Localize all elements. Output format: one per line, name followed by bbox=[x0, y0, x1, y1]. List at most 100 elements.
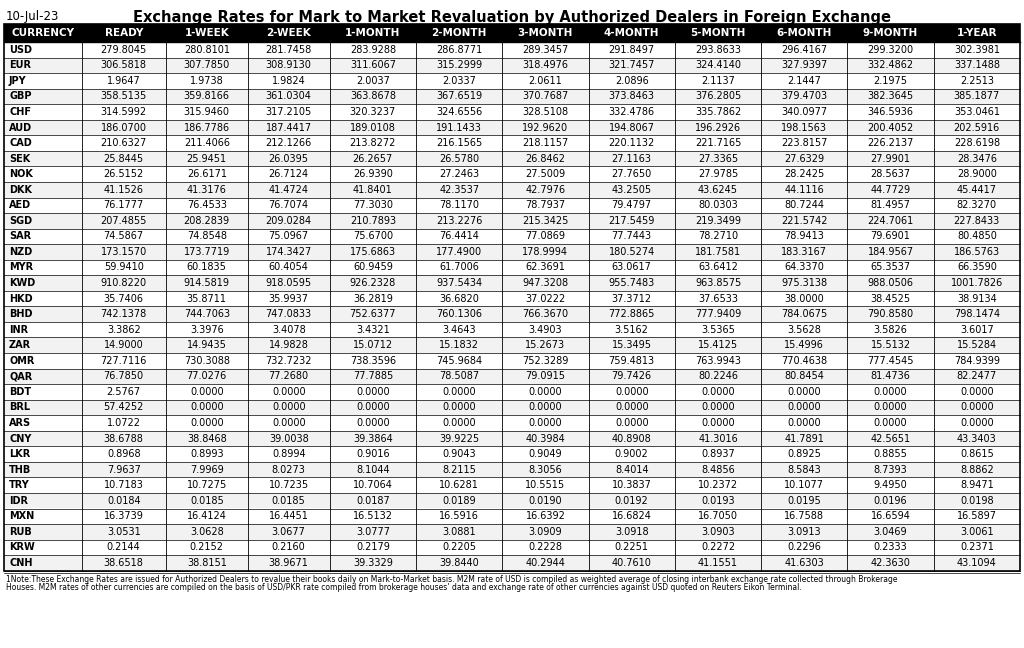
Text: 1.9738: 1.9738 bbox=[189, 76, 223, 86]
Text: 210.7893: 210.7893 bbox=[350, 216, 396, 226]
Bar bbox=[82, 353, 166, 369]
Bar bbox=[166, 73, 248, 89]
Bar bbox=[416, 524, 503, 540]
Bar bbox=[4, 244, 82, 260]
Text: 63.6412: 63.6412 bbox=[698, 262, 738, 272]
Text: 80.0303: 80.0303 bbox=[698, 200, 738, 210]
Bar bbox=[761, 338, 848, 353]
Text: 0.8615: 0.8615 bbox=[959, 449, 993, 459]
Bar bbox=[503, 24, 589, 42]
Text: 213.8272: 213.8272 bbox=[349, 138, 396, 148]
Bar bbox=[416, 322, 503, 338]
Text: 77.7885: 77.7885 bbox=[352, 371, 393, 381]
Text: 0.0189: 0.0189 bbox=[442, 496, 476, 505]
Bar bbox=[675, 229, 761, 244]
Bar bbox=[589, 151, 675, 167]
Text: 219.3499: 219.3499 bbox=[695, 216, 741, 226]
Bar bbox=[82, 89, 166, 104]
Text: 38.9671: 38.9671 bbox=[269, 558, 308, 568]
Text: 0.0187: 0.0187 bbox=[356, 496, 390, 505]
Bar bbox=[589, 135, 675, 151]
Bar bbox=[934, 260, 1020, 275]
Bar bbox=[675, 369, 761, 384]
Bar bbox=[934, 151, 1020, 167]
Bar bbox=[166, 400, 248, 415]
Text: 926.2328: 926.2328 bbox=[350, 278, 396, 288]
Bar bbox=[166, 446, 248, 462]
Bar bbox=[934, 307, 1020, 322]
Text: 784.0675: 784.0675 bbox=[781, 309, 827, 319]
Bar bbox=[675, 540, 761, 555]
Text: 3.0903: 3.0903 bbox=[701, 527, 735, 537]
Text: 39.3864: 39.3864 bbox=[353, 434, 393, 443]
Bar bbox=[330, 229, 416, 244]
Bar bbox=[82, 478, 166, 493]
Bar bbox=[589, 369, 675, 384]
Text: 39.3329: 39.3329 bbox=[353, 558, 393, 568]
Bar bbox=[4, 104, 82, 120]
Text: 61.7006: 61.7006 bbox=[439, 262, 479, 272]
Bar bbox=[4, 415, 82, 431]
Text: 0.0000: 0.0000 bbox=[873, 402, 907, 412]
Text: 975.3138: 975.3138 bbox=[781, 278, 827, 288]
Bar bbox=[761, 135, 848, 151]
Bar bbox=[761, 322, 848, 338]
Bar bbox=[675, 89, 761, 104]
Bar bbox=[82, 338, 166, 353]
Bar bbox=[503, 73, 589, 89]
Text: 227.8433: 227.8433 bbox=[953, 216, 1000, 226]
Text: 0.8994: 0.8994 bbox=[272, 449, 305, 459]
Bar bbox=[248, 120, 330, 135]
Bar bbox=[503, 198, 589, 213]
Text: IDR: IDR bbox=[9, 496, 28, 505]
Text: 8.8862: 8.8862 bbox=[959, 465, 993, 474]
Bar bbox=[675, 555, 761, 571]
Bar bbox=[82, 135, 166, 151]
Text: 64.3370: 64.3370 bbox=[784, 262, 824, 272]
Text: 26.5152: 26.5152 bbox=[103, 169, 143, 179]
Text: 6-MONTH: 6-MONTH bbox=[776, 28, 831, 38]
Bar bbox=[503, 415, 589, 431]
Bar bbox=[82, 369, 166, 384]
Text: 0.0000: 0.0000 bbox=[787, 418, 821, 428]
Bar bbox=[503, 213, 589, 229]
Bar bbox=[675, 353, 761, 369]
Text: 27.7650: 27.7650 bbox=[611, 169, 652, 179]
Text: 16.5132: 16.5132 bbox=[353, 511, 393, 521]
Bar bbox=[82, 73, 166, 89]
Text: HKD: HKD bbox=[9, 294, 33, 303]
Bar bbox=[761, 73, 848, 89]
Bar bbox=[848, 135, 934, 151]
Text: BRL: BRL bbox=[9, 402, 30, 412]
Bar bbox=[848, 58, 934, 73]
Bar bbox=[4, 338, 82, 353]
Bar bbox=[4, 446, 82, 462]
Bar bbox=[503, 478, 589, 493]
Text: 1-MONTH: 1-MONTH bbox=[345, 28, 400, 38]
Bar bbox=[848, 167, 934, 182]
Text: 382.3645: 382.3645 bbox=[867, 91, 913, 102]
Bar bbox=[503, 338, 589, 353]
Bar bbox=[4, 307, 82, 322]
Bar bbox=[166, 384, 248, 400]
Text: 0.2371: 0.2371 bbox=[959, 542, 994, 552]
Text: 0.0000: 0.0000 bbox=[272, 402, 305, 412]
Text: 77.7443: 77.7443 bbox=[611, 231, 652, 241]
Text: 1.0722: 1.0722 bbox=[106, 418, 140, 428]
Text: 10.1077: 10.1077 bbox=[784, 480, 824, 490]
Text: 3.0777: 3.0777 bbox=[356, 527, 390, 537]
Bar bbox=[589, 338, 675, 353]
Bar bbox=[503, 182, 589, 198]
Bar bbox=[934, 135, 1020, 151]
Bar bbox=[416, 275, 503, 291]
Bar bbox=[934, 493, 1020, 509]
Text: 173.7719: 173.7719 bbox=[183, 247, 230, 257]
Text: 186.7786: 186.7786 bbox=[183, 122, 229, 133]
Text: 16.6392: 16.6392 bbox=[525, 511, 565, 521]
Bar bbox=[330, 167, 416, 182]
Bar bbox=[934, 555, 1020, 571]
Text: 42.7976: 42.7976 bbox=[525, 185, 565, 195]
Text: 194.8067: 194.8067 bbox=[608, 122, 654, 133]
Bar bbox=[503, 120, 589, 135]
Text: 1Note:These Exchange Rates are issued for Authorized Dealers to revalue their bo: 1Note:These Exchange Rates are issued fo… bbox=[6, 575, 897, 584]
